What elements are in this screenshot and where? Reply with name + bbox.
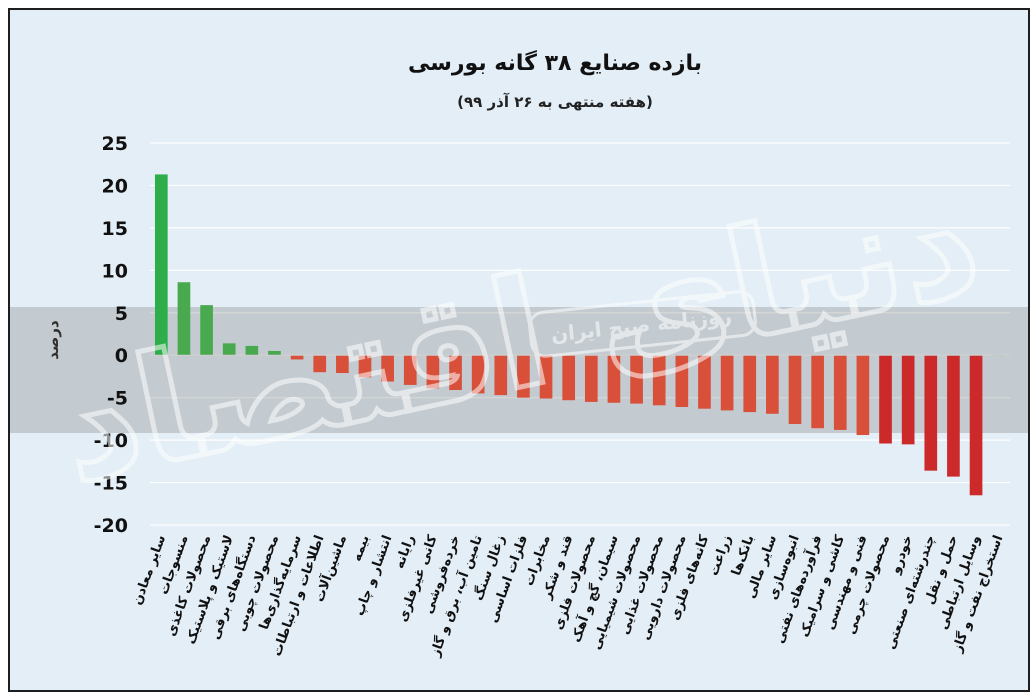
bar: [607, 355, 621, 403]
bar: [426, 355, 440, 389]
bar: [833, 355, 847, 430]
bar: [154, 174, 168, 356]
bar: [924, 355, 938, 471]
bar: [675, 355, 689, 408]
bar: [245, 345, 259, 356]
y-tick-label: 5: [115, 303, 128, 325]
bar: [788, 355, 802, 424]
y-tick-label: 25: [102, 133, 128, 155]
y-tick-label: 10: [102, 260, 128, 282]
bar: [539, 355, 553, 399]
y-tick-label: 20: [102, 175, 128, 197]
bar: [879, 355, 892, 444]
chart-frame: بازده صنایع ۳۸ گانه بورسی (هفته منتهی به…: [8, 8, 1030, 692]
bar: [743, 355, 757, 413]
bar: [947, 355, 960, 477]
y-axis-label: درصد: [44, 320, 62, 360]
y-tick-labels: 25 20 15 10 5 0 -5 -10 -15 -20: [94, 133, 128, 537]
chart-title: بازده صنایع ۳۸ گانه بورسی: [408, 49, 702, 76]
bar: [720, 355, 734, 411]
bar: [562, 355, 576, 401]
category-label: بیمه: [349, 533, 372, 563]
bar: [336, 355, 349, 374]
bar: [901, 355, 915, 445]
chart: بازده صنایع ۳۸ گانه بورسی (هفته منتهی به…: [10, 49, 1028, 660]
bar: [313, 355, 327, 373]
bar: [969, 355, 983, 496]
y-tick-label: -20: [94, 515, 128, 537]
bar: [290, 355, 304, 360]
bar: [449, 355, 462, 391]
chart-subtitle: (هفته منتهی به ۲۶ آذر ۹۹): [457, 93, 653, 111]
bars: [150, 174, 1010, 496]
bar: [811, 355, 824, 429]
bar: [268, 350, 281, 356]
bar: [856, 355, 870, 436]
y-tick-label: -5: [107, 388, 128, 410]
bar: [381, 355, 394, 382]
watermark-logo: دنیای اقتصاد: [45, 153, 993, 517]
watermark-pill: [528, 290, 757, 358]
bar: [471, 355, 485, 394]
bar: [403, 355, 417, 385]
y-tick-label: 0: [115, 345, 128, 367]
bar: [494, 355, 508, 396]
y-tick-label: -10: [94, 430, 128, 452]
watermark: دنیای اقتصاد روزنامه صبح ایران: [43, 151, 996, 520]
bar: [698, 355, 711, 409]
bar: [358, 355, 372, 378]
bar: [517, 355, 530, 398]
y-tick-label: 15: [102, 218, 128, 240]
bar: [200, 305, 213, 356]
bar: [652, 355, 666, 406]
bar: [222, 343, 236, 356]
bar: [177, 282, 191, 356]
bar: [766, 355, 779, 414]
bar: [584, 355, 598, 402]
bar: [630, 355, 643, 404]
y-tick-label: -15: [94, 473, 128, 495]
